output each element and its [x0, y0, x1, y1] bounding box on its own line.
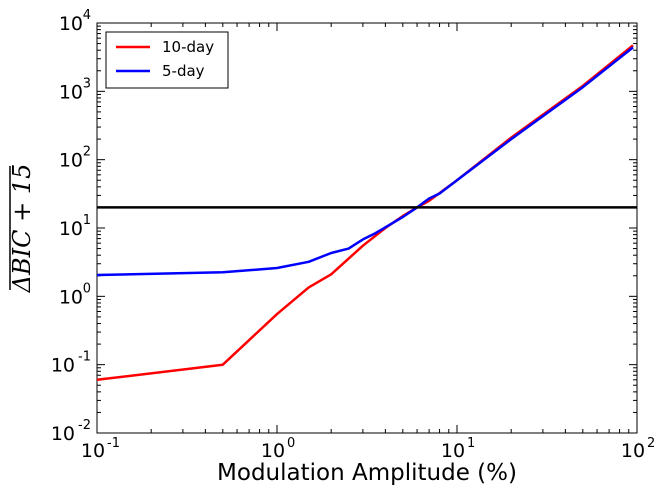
y-tick-exponent: -2	[78, 418, 91, 433]
x-tick-exponent: 2	[647, 436, 655, 451]
y-tick-exponent: -1	[78, 350, 91, 365]
y-tick-label: -110	[51, 350, 91, 377]
y-tick-label: 410	[59, 8, 91, 35]
x-tick-label: 10 -1	[81, 436, 120, 462]
y-tick-base: 10	[59, 150, 83, 172]
x-axis-ticks: 10 -1 10 0 10 1 10 2	[81, 23, 655, 462]
y-tick-label: -210	[51, 418, 91, 445]
x-tick-exponent: 1	[467, 436, 475, 451]
series-line-0	[96, 44, 634, 382]
y-tick-exponent: 2	[83, 145, 91, 160]
x-tick-label: 10 2	[621, 436, 655, 462]
x-tick-label: 10 0	[261, 436, 295, 462]
y-tick-label: 010	[59, 281, 91, 308]
x-tick-base: 10	[81, 440, 105, 462]
legend-label: 10-day	[162, 38, 214, 56]
legend-item: 5-day	[116, 62, 205, 80]
x-tick-base: 10	[621, 440, 645, 462]
x-tick-label: 10 1	[441, 436, 475, 462]
y-tick-label: 110	[59, 213, 91, 240]
y-tick-label: 310	[59, 76, 91, 103]
y-tick-label: 210	[59, 145, 91, 172]
y-tick-exponent: 1	[83, 213, 91, 228]
legend-box	[105, 31, 229, 89]
y-tick-exponent: 4	[83, 8, 91, 23]
series-layer	[96, 44, 634, 382]
x-axis-label: Modulation Amplitude (%)	[217, 460, 517, 486]
x-tick-exponent: 0	[287, 436, 295, 451]
legend: 10-day 5-day	[105, 31, 229, 89]
minor-ticks	[97, 23, 637, 433]
x-tick-base: 10	[261, 440, 285, 462]
y-tick-base: 10	[51, 423, 75, 445]
series-line-1	[96, 46, 634, 277]
y-tick-base: 10	[59, 286, 83, 308]
y-tick-base: 10	[51, 355, 75, 377]
x-tick-base: 10	[441, 440, 465, 462]
y-tick-exponent: 3	[83, 76, 91, 91]
legend-label: 5-day	[162, 62, 205, 80]
y-tick-base: 10	[59, 218, 83, 240]
y-tick-base: 10	[59, 13, 83, 35]
legend-item: 10-day	[116, 38, 214, 56]
y-tick-base: 10	[59, 81, 83, 103]
x-tick-exponent: -1	[107, 436, 120, 451]
y-tick-exponent: 0	[83, 281, 91, 296]
y-axis-label: ΔBIC + 15	[8, 164, 36, 294]
